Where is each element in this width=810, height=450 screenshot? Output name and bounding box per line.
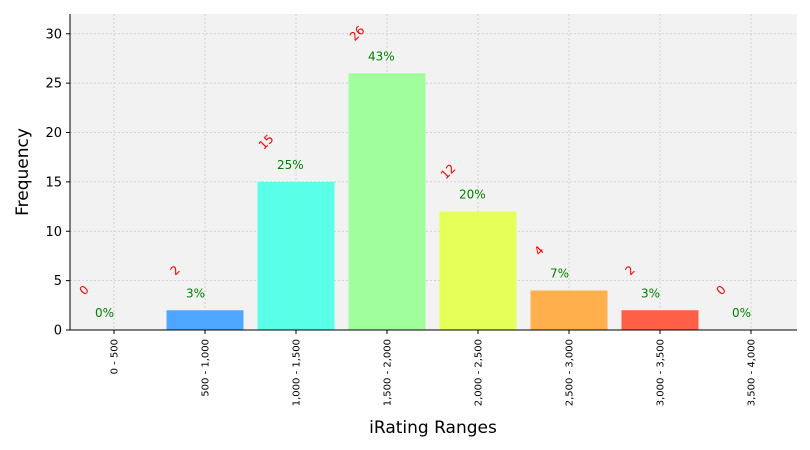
y-tick-label: 0: [54, 324, 62, 339]
y-tick-label: 20: [45, 126, 62, 141]
bar: [530, 290, 608, 330]
y-tick-label: 25: [45, 77, 62, 92]
percent-label: 3%: [641, 286, 660, 300]
percent-label: 0%: [95, 306, 114, 320]
x-axis-title: iRating Ranges: [369, 418, 497, 438]
x-tick-label: 0 - 500: [110, 339, 121, 374]
percent-label: 20%: [459, 188, 486, 202]
percent-label: 43%: [368, 49, 395, 63]
x-tick-label: 500 - 1,000: [201, 339, 212, 397]
percent-label: 0%: [732, 306, 751, 320]
x-tick-label: 3,000 - 3,500: [656, 339, 667, 406]
grid: [70, 14, 797, 331]
bars: [166, 73, 699, 330]
y-tick-label: 15: [45, 175, 62, 190]
percent-label: 25%: [277, 158, 304, 172]
y-tick-label: 30: [45, 27, 62, 42]
x-tick-label: 1,500 - 2,000: [383, 339, 394, 406]
bar: [348, 73, 426, 330]
y-axis-title: Frequency: [13, 128, 33, 216]
y-axis-ticks: 0 5 10 15 20 25 30: [45, 27, 70, 339]
x-axis-ticks: 0 - 500 500 - 1,000 1,000 - 1,500 1,500 - 2…: [110, 330, 758, 406]
x-tick-label: 1,000 - 1,500: [292, 339, 303, 406]
y-tick-label: 5: [54, 274, 62, 289]
bar: [257, 181, 335, 330]
bar: [621, 310, 699, 330]
plot-area: [70, 14, 797, 330]
bar: [166, 310, 244, 330]
percent-label: 3%: [186, 286, 205, 300]
x-tick-label: 2,500 - 3,000: [565, 339, 576, 406]
x-tick-label: 2,000 - 2,500: [474, 339, 485, 406]
bar: [439, 211, 517, 330]
x-tick-label: 3,500 - 4,000: [747, 339, 758, 406]
percent-label: 7%: [550, 267, 569, 281]
y-tick-label: 10: [45, 225, 62, 240]
